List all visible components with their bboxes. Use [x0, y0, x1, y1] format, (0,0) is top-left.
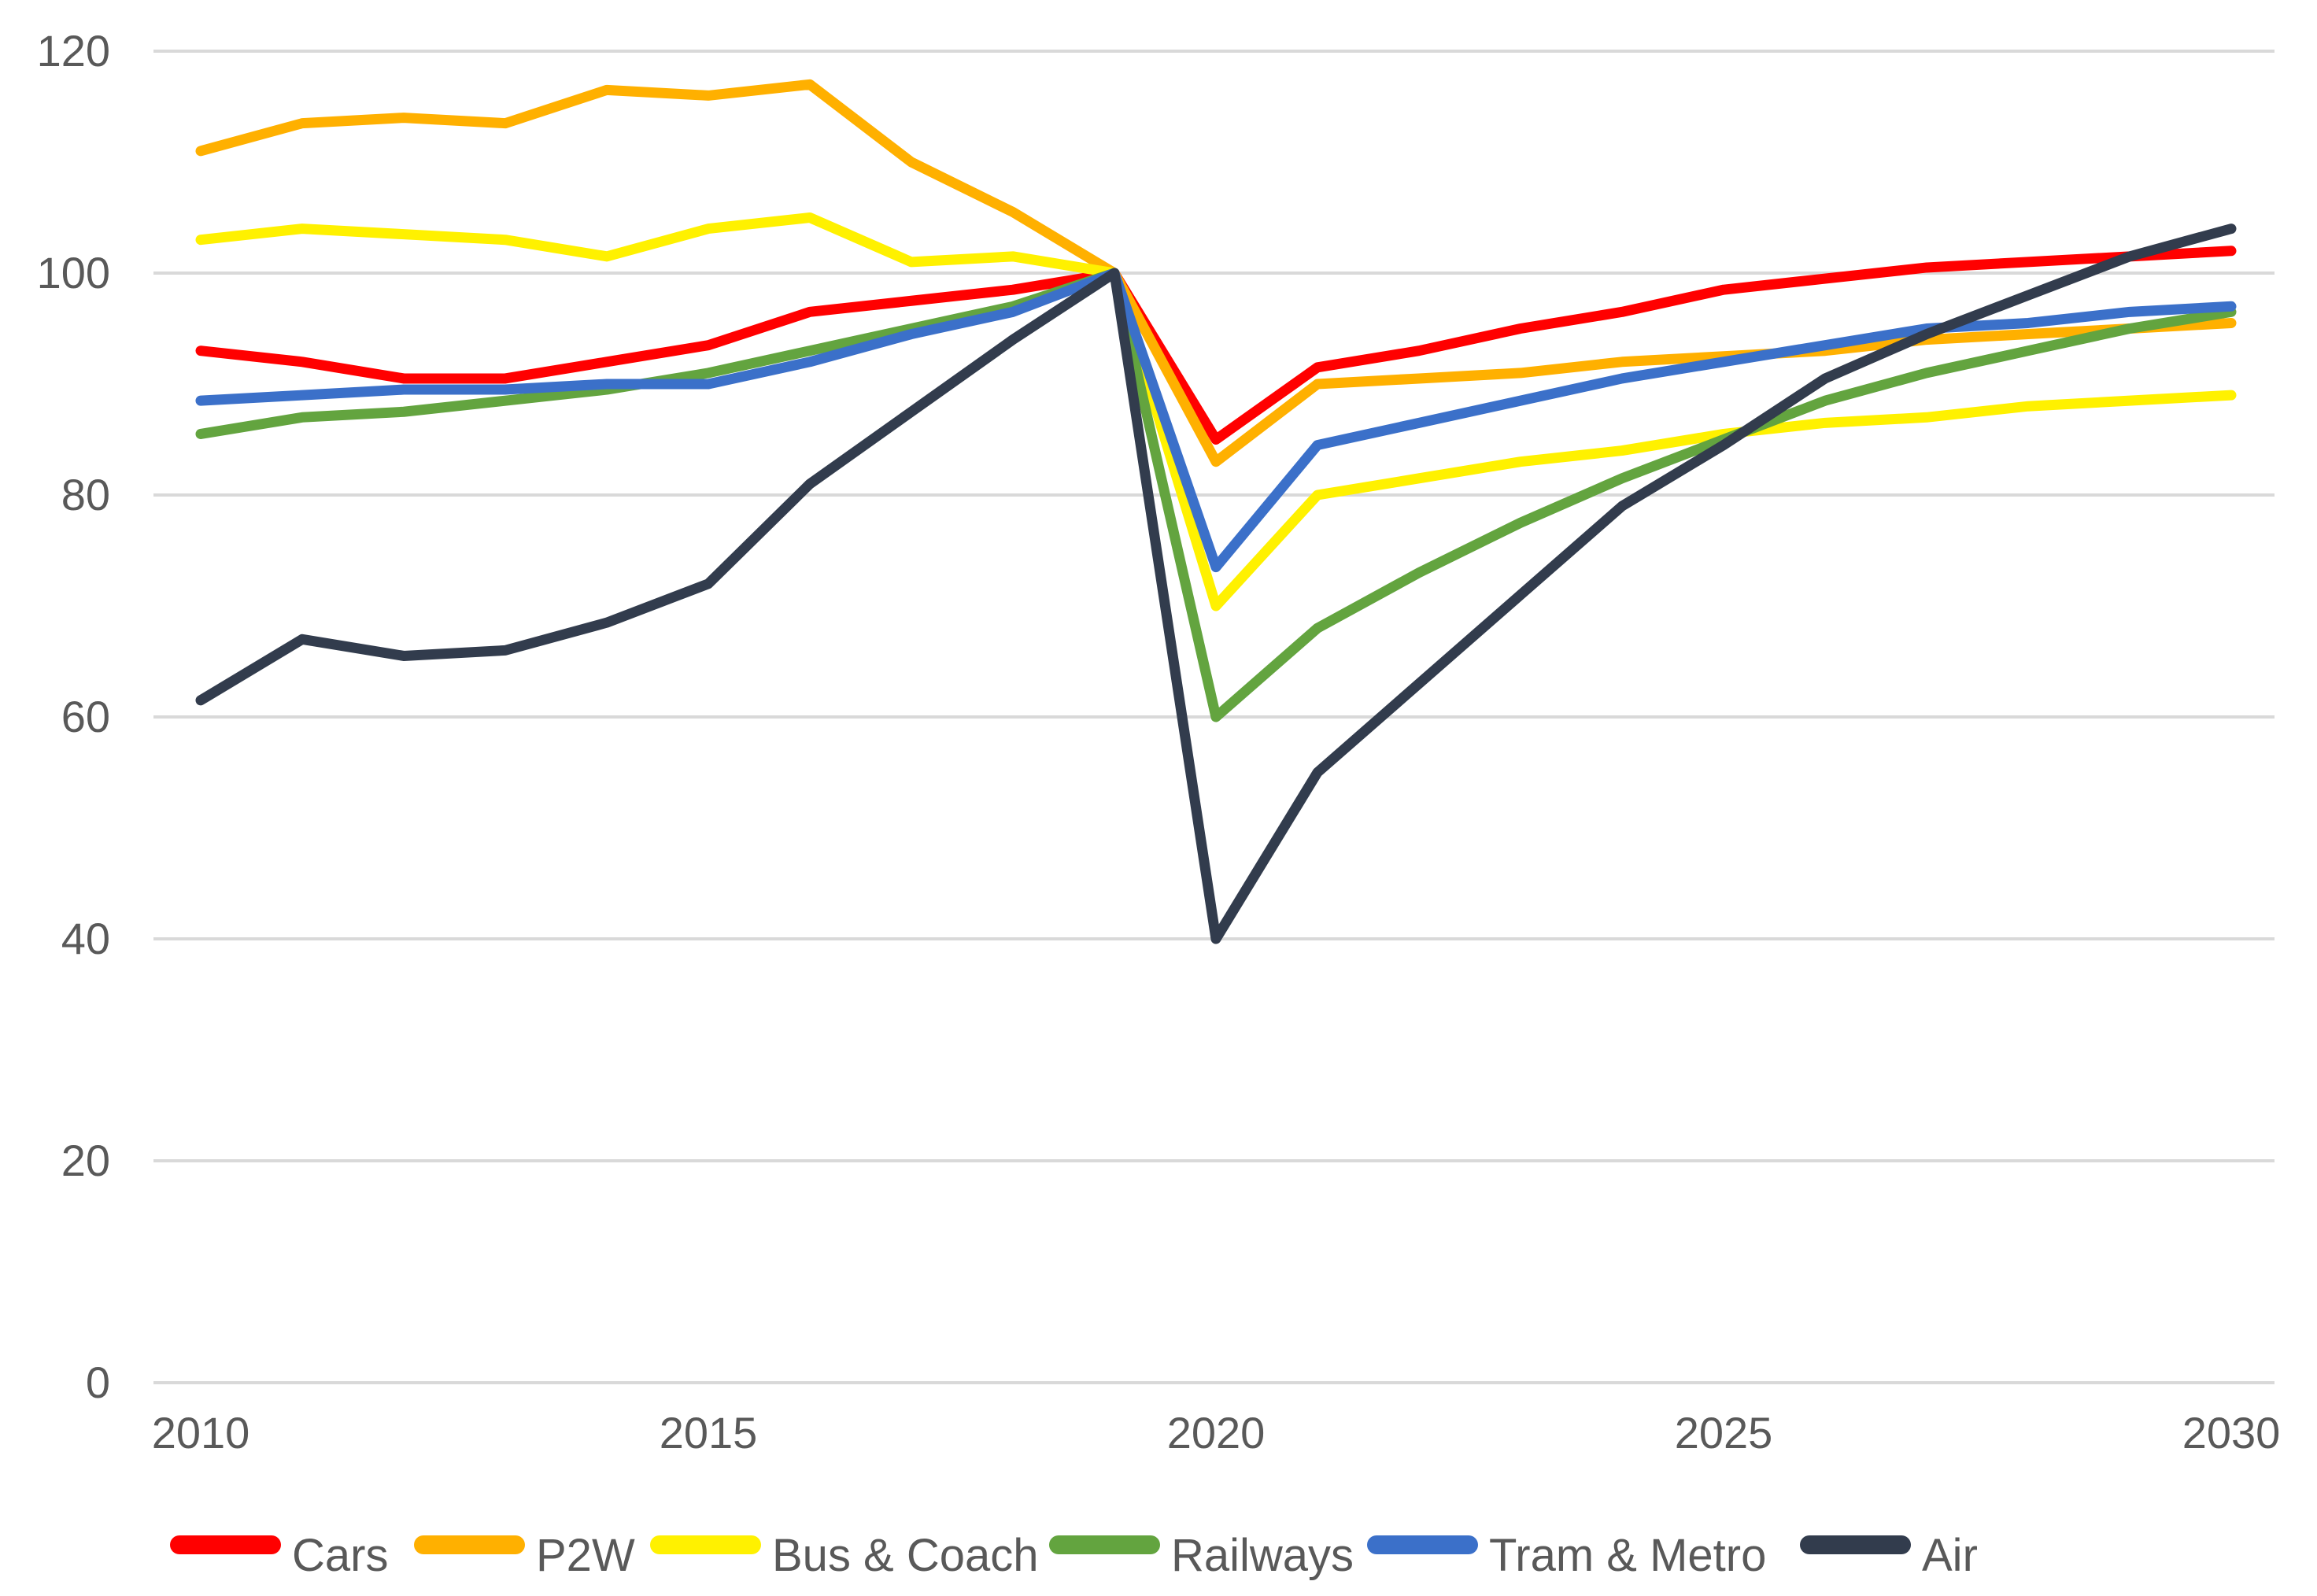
legend-swatch-p2w: [414, 1535, 525, 1554]
legend-label-tram-metro: Tram & Metro: [1489, 1530, 1766, 1581]
y-axis-tick-label: 40: [61, 914, 110, 963]
legend-swatch-bus-coach: [650, 1535, 761, 1554]
legend-swatch-cars: [170, 1535, 281, 1554]
y-axis-tick-label: 100: [37, 248, 110, 297]
x-axis-tick-label: 2015: [660, 1408, 758, 1457]
series-line-tram-metro: [195, 268, 2237, 573]
x-axis-tick-label: 2010: [152, 1408, 250, 1457]
legend-swatch-air: [1800, 1535, 1911, 1554]
y-axis-tick-label: 80: [61, 470, 110, 519]
legend-swatch-tram-metro: [1367, 1535, 1478, 1554]
legend-label-p2w: P2W: [536, 1530, 635, 1581]
y-axis-tick-label: 120: [37, 26, 110, 76]
legend-swatch-railways: [1049, 1535, 1160, 1554]
y-axis-tick-label: 0: [86, 1358, 110, 1407]
legend-label-railways: Railways: [1171, 1530, 1354, 1581]
series-line-cars: [195, 246, 2237, 445]
y-axis-tick-label: 60: [61, 692, 110, 741]
x-axis-tick-label: 2025: [1675, 1408, 1773, 1457]
series-line-bus-coach: [195, 212, 2237, 611]
legend-label-bus-coach: Bus & Coach: [772, 1530, 1039, 1581]
legend-label-air: Air: [1922, 1530, 1978, 1581]
legend-label-cars: Cars: [292, 1530, 388, 1581]
x-axis-tick-label: 2030: [2182, 1408, 2281, 1457]
y-axis-tick-label: 20: [61, 1136, 110, 1185]
x-axis-tick-label: 2020: [1167, 1408, 1266, 1457]
series-line-railways: [195, 268, 2237, 722]
series-line-air: [195, 224, 2237, 944]
